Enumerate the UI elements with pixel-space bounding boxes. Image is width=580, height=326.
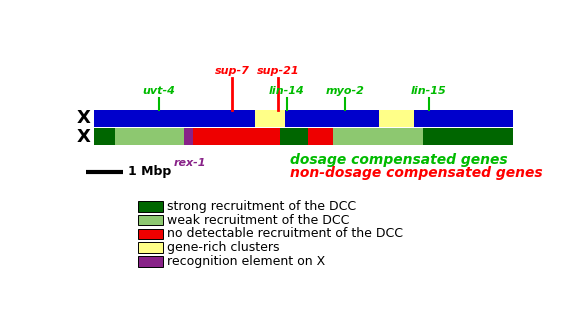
Text: lin-15: lin-15 — [411, 86, 447, 96]
Text: gene-rich clusters: gene-rich clusters — [167, 241, 280, 254]
Bar — [379, 110, 414, 127]
Text: uvt-4: uvt-4 — [143, 86, 176, 96]
Bar — [281, 128, 307, 145]
Bar — [193, 128, 281, 145]
Bar — [115, 128, 184, 145]
Bar — [139, 201, 163, 212]
Text: dosage compensated genes: dosage compensated genes — [289, 153, 507, 167]
Bar — [139, 243, 163, 253]
Bar — [285, 110, 379, 127]
Text: X: X — [77, 110, 90, 127]
Bar — [94, 128, 115, 145]
Bar — [429, 110, 513, 127]
Bar — [307, 128, 333, 145]
Text: lin-14: lin-14 — [269, 86, 304, 96]
Text: sup-7: sup-7 — [215, 66, 250, 76]
Text: no detectable recruitment of the DCC: no detectable recruitment of the DCC — [167, 228, 403, 241]
Text: myo-2: myo-2 — [326, 86, 365, 96]
Text: non-dosage compensated genes: non-dosage compensated genes — [289, 166, 542, 180]
Text: weak recruitment of the DCC: weak recruitment of the DCC — [167, 214, 349, 227]
Bar — [423, 128, 513, 145]
Text: sup-21: sup-21 — [257, 66, 300, 76]
Bar — [94, 110, 255, 127]
Bar — [139, 215, 163, 226]
Text: recognition element on X: recognition element on X — [167, 255, 325, 268]
Bar — [255, 110, 285, 127]
Text: rex-1: rex-1 — [174, 158, 206, 168]
Bar — [139, 256, 163, 267]
Bar — [139, 229, 163, 239]
Bar — [414, 110, 429, 127]
Bar — [333, 128, 423, 145]
Text: X: X — [77, 128, 90, 146]
Text: 1 Mbp: 1 Mbp — [128, 165, 172, 178]
Bar — [184, 128, 193, 145]
Text: strong recruitment of the DCC: strong recruitment of the DCC — [167, 200, 356, 213]
